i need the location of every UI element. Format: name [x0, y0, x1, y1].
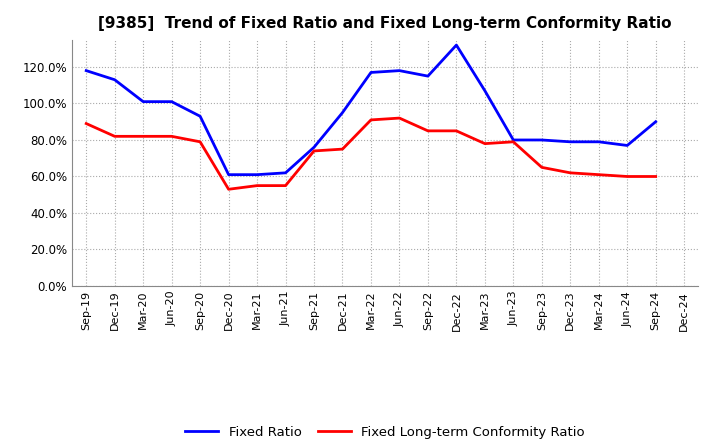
Fixed Ratio	[423, 73, 432, 79]
Fixed Ratio	[167, 99, 176, 104]
Fixed Ratio	[310, 145, 318, 150]
Fixed Ratio	[82, 68, 91, 73]
Fixed Ratio	[509, 137, 518, 143]
Fixed Long-term Conformity Ratio	[395, 115, 404, 121]
Fixed Ratio	[338, 110, 347, 115]
Fixed Ratio	[196, 114, 204, 119]
Fixed Ratio	[537, 137, 546, 143]
Fixed Ratio	[480, 88, 489, 93]
Fixed Long-term Conformity Ratio	[509, 139, 518, 144]
Fixed Long-term Conformity Ratio	[338, 147, 347, 152]
Line: Fixed Long-term Conformity Ratio: Fixed Long-term Conformity Ratio	[86, 118, 656, 189]
Fixed Long-term Conformity Ratio	[595, 172, 603, 177]
Fixed Ratio	[566, 139, 575, 144]
Fixed Ratio	[623, 143, 631, 148]
Fixed Ratio	[139, 99, 148, 104]
Fixed Long-term Conformity Ratio	[623, 174, 631, 179]
Fixed Long-term Conformity Ratio	[282, 183, 290, 188]
Fixed Ratio	[282, 170, 290, 176]
Fixed Long-term Conformity Ratio	[366, 117, 375, 123]
Fixed Ratio	[225, 172, 233, 177]
Fixed Ratio	[652, 119, 660, 125]
Fixed Long-term Conformity Ratio	[566, 170, 575, 176]
Fixed Long-term Conformity Ratio	[167, 134, 176, 139]
Fixed Ratio	[253, 172, 261, 177]
Fixed Ratio	[595, 139, 603, 144]
Line: Fixed Ratio: Fixed Ratio	[86, 45, 656, 175]
Fixed Long-term Conformity Ratio	[225, 187, 233, 192]
Fixed Long-term Conformity Ratio	[82, 121, 91, 126]
Fixed Long-term Conformity Ratio	[110, 134, 119, 139]
Fixed Long-term Conformity Ratio	[423, 128, 432, 133]
Fixed Long-term Conformity Ratio	[310, 148, 318, 154]
Fixed Long-term Conformity Ratio	[652, 174, 660, 179]
Fixed Ratio	[110, 77, 119, 82]
Fixed Ratio	[452, 42, 461, 48]
Fixed Long-term Conformity Ratio	[196, 139, 204, 144]
Fixed Long-term Conformity Ratio	[480, 141, 489, 146]
Title: [9385]  Trend of Fixed Ratio and Fixed Long-term Conformity Ratio: [9385] Trend of Fixed Ratio and Fixed Lo…	[99, 16, 672, 32]
Fixed Ratio	[395, 68, 404, 73]
Fixed Long-term Conformity Ratio	[253, 183, 261, 188]
Fixed Ratio	[366, 70, 375, 75]
Legend: Fixed Ratio, Fixed Long-term Conformity Ratio: Fixed Ratio, Fixed Long-term Conformity …	[180, 421, 590, 440]
Fixed Long-term Conformity Ratio	[537, 165, 546, 170]
Fixed Long-term Conformity Ratio	[139, 134, 148, 139]
Fixed Long-term Conformity Ratio	[452, 128, 461, 133]
